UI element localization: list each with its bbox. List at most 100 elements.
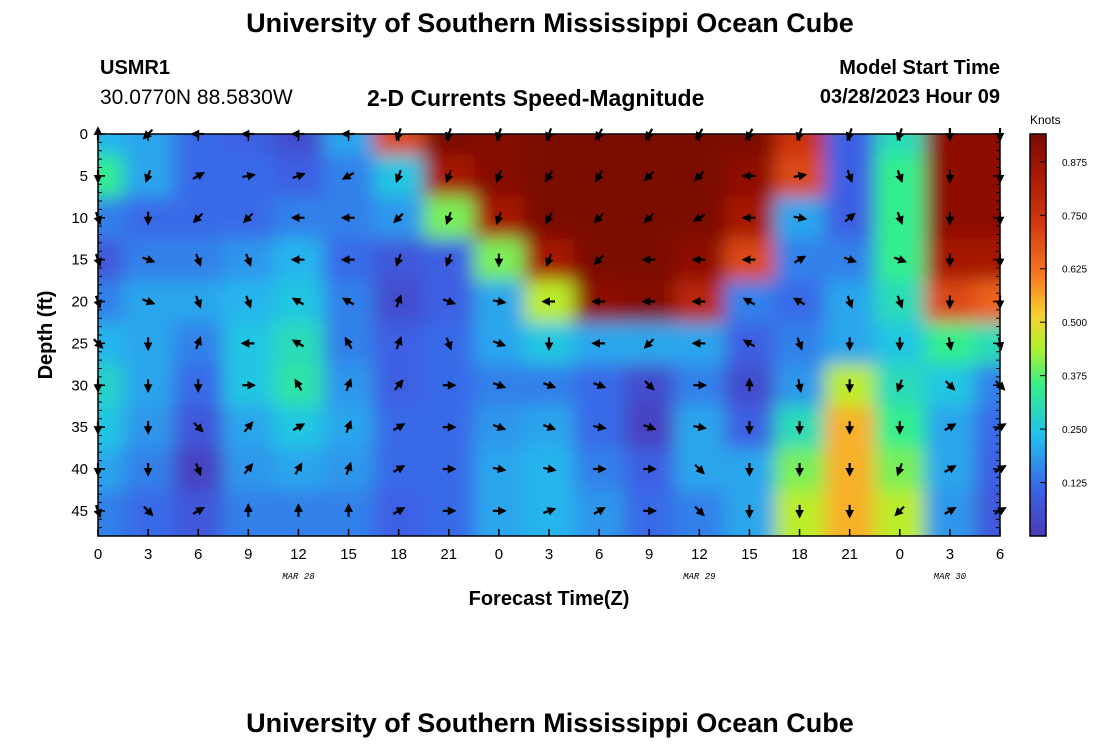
current-arrow bbox=[545, 170, 554, 183]
current-arrow bbox=[143, 505, 154, 517]
bottom-title: University of Southern Mississippi Ocean… bbox=[246, 708, 854, 738]
x-tick-label: 3 bbox=[545, 546, 553, 563]
current-arrow bbox=[394, 253, 404, 267]
current-arrow bbox=[545, 253, 554, 267]
current-arrow bbox=[292, 423, 306, 432]
current-arrow bbox=[793, 255, 807, 264]
current-arrow bbox=[445, 169, 454, 184]
current-arrow bbox=[895, 169, 904, 184]
current-arrow bbox=[243, 463, 254, 475]
y-tick-label: 25 bbox=[71, 335, 88, 352]
heatmap-chart: 0 3 6 9 12 15 18 21 0 3 6 9 12 15 18 21 0 3 6 MAR 28 MAR 29 M… bbox=[35, 126, 1087, 610]
current-arrow bbox=[595, 170, 604, 183]
y-tick-label: 5 bbox=[80, 168, 88, 185]
heatmap-cell bbox=[774, 134, 826, 156]
colorbar-tick-label: 0.500 bbox=[1062, 318, 1087, 329]
current-arrow bbox=[344, 461, 353, 476]
heatmap-cell bbox=[323, 134, 375, 156]
date-label: MAR 28 bbox=[282, 572, 315, 582]
current-arrow bbox=[593, 380, 607, 390]
x-tick-label: 0 bbox=[94, 546, 102, 563]
current-arrow bbox=[341, 171, 355, 180]
heatmap-cell bbox=[173, 134, 224, 156]
current-arrow bbox=[294, 378, 303, 391]
heatmap-cell bbox=[574, 134, 625, 156]
current-arrow bbox=[894, 505, 905, 517]
current-arrow bbox=[895, 379, 905, 393]
current-arrow bbox=[291, 339, 305, 348]
current-arrow bbox=[445, 253, 454, 267]
x-tick-label: 12 bbox=[691, 546, 708, 563]
current-arrow bbox=[844, 212, 856, 223]
x-tick-label: 9 bbox=[645, 546, 653, 563]
current-arrow bbox=[242, 171, 256, 181]
current-arrow bbox=[492, 296, 507, 306]
current-arrow bbox=[243, 295, 253, 309]
current-arrow bbox=[693, 170, 705, 182]
y-tick-label: 35 bbox=[71, 419, 88, 436]
model-start-label: Model Start Time bbox=[839, 57, 1000, 79]
current-arrow bbox=[292, 172, 306, 181]
current-arrow bbox=[193, 253, 202, 267]
x-tick-label: 18 bbox=[791, 546, 808, 563]
heatmap-cell bbox=[924, 134, 976, 156]
current-arrow bbox=[344, 377, 353, 392]
current-arrow bbox=[795, 337, 804, 351]
current-arrow bbox=[944, 423, 957, 432]
current-arrow bbox=[693, 422, 707, 432]
y-tick-label: 45 bbox=[71, 503, 88, 520]
y-axis-label: Depth (ft) bbox=[35, 291, 57, 380]
current-arrow bbox=[192, 171, 205, 181]
colorbar: 0.125 0.250 0.375 0.500 0.625 0.750 0.875 bbox=[1029, 133, 1087, 537]
y-tick-label: 0 bbox=[80, 126, 88, 143]
current-arrow bbox=[393, 212, 404, 224]
x-axis: 0 3 6 9 12 15 18 21 0 3 6 9 12 15 18 21 0 3 6 MAR 28 MAR 29 M… bbox=[94, 134, 1004, 582]
date-label: MAR 30 bbox=[934, 572, 967, 582]
y-tick-label: 15 bbox=[71, 252, 88, 269]
heatmap-cell bbox=[674, 134, 725, 156]
current-arrow bbox=[845, 295, 854, 309]
current-arrow bbox=[643, 422, 657, 431]
date-label: MAR 29 bbox=[683, 572, 716, 582]
y-tick-label: 10 bbox=[71, 210, 88, 227]
current-arrow bbox=[444, 337, 453, 351]
current-arrow bbox=[144, 169, 153, 184]
heatmap-cell bbox=[223, 134, 274, 156]
x-tick-label: 0 bbox=[896, 546, 904, 563]
current-arrow bbox=[944, 380, 956, 391]
station-coordinates: 30.0770N 88.5830W bbox=[100, 86, 293, 109]
colorbar-scale bbox=[1029, 133, 1047, 537]
x-tick-label: 3 bbox=[946, 546, 954, 563]
current-arrow bbox=[192, 212, 204, 224]
speed-heatmap bbox=[98, 134, 1000, 536]
x-tick-label: 15 bbox=[340, 546, 357, 563]
current-arrow bbox=[392, 506, 406, 516]
x-axis-label: Forecast Time(Z) bbox=[469, 588, 630, 610]
current-arrow bbox=[193, 422, 204, 433]
colorbar-tick-label: 0.875 bbox=[1062, 158, 1087, 169]
current-arrow bbox=[694, 505, 705, 517]
current-arrow bbox=[742, 297, 756, 306]
current-arrow bbox=[793, 171, 808, 181]
current-arrow bbox=[845, 169, 854, 184]
current-arrow bbox=[341, 297, 355, 306]
x-tick-label: 3 bbox=[144, 546, 152, 563]
heatmap-cell bbox=[724, 134, 776, 156]
heatmap-cell bbox=[874, 134, 926, 156]
y-axis: 0 5 10 15 20 25 30 35 40 45 bbox=[71, 126, 1000, 537]
y-tick-label: 30 bbox=[71, 377, 88, 394]
heatmap-cell bbox=[624, 134, 675, 156]
current-arrow bbox=[392, 465, 406, 474]
station-id: USMR1 bbox=[100, 57, 171, 79]
heatmap-cell bbox=[98, 134, 124, 156]
current-arrow bbox=[294, 462, 303, 475]
current-arrow bbox=[692, 213, 706, 222]
current-arrow bbox=[344, 419, 353, 434]
current-arrow bbox=[242, 212, 254, 224]
heatmap-cell bbox=[423, 134, 475, 156]
current-arrow bbox=[394, 336, 403, 350]
current-arrow bbox=[793, 213, 808, 222]
page-title: University of Southern Mississippi Ocean… bbox=[246, 8, 854, 38]
colorbar-tick-label: 0.750 bbox=[1062, 211, 1087, 222]
colorbar-tick-label: 0.250 bbox=[1062, 425, 1087, 436]
